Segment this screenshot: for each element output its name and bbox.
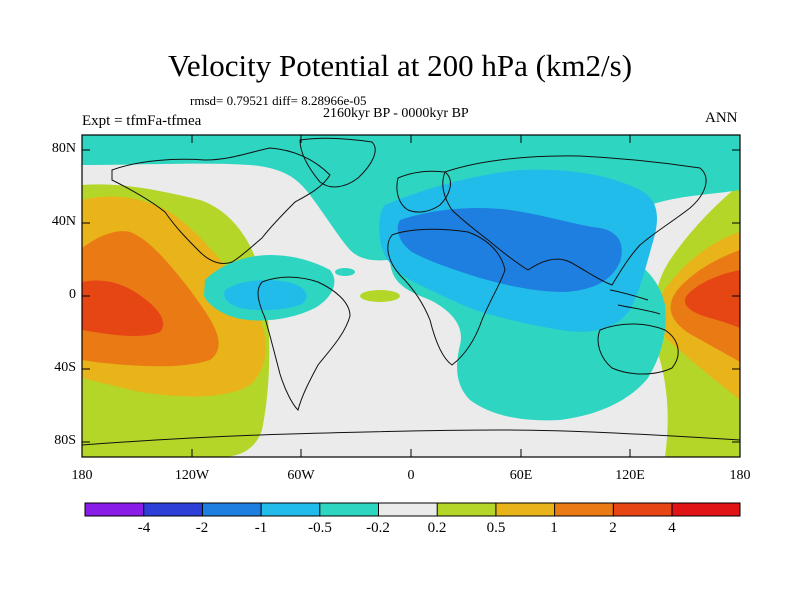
lat-label-40s: 40S (54, 360, 76, 375)
field-pos-right-red (684, 270, 740, 328)
season-label: ANN (705, 110, 738, 126)
colorbar-label: 1 (550, 520, 558, 536)
colorbar-label: -4 (137, 520, 151, 536)
colorbar-label: -0.2 (366, 520, 390, 536)
colorbar-segment (143, 503, 203, 516)
lat-ticks (82, 149, 740, 443)
lat-label-eq: 0 (69, 287, 76, 302)
colorbar-segment (672, 503, 740, 516)
colorbar-label: -2 (195, 520, 209, 536)
colorbar-label: 0.5 (486, 520, 506, 536)
field-pos-left-red (82, 280, 164, 336)
coast-asia (442, 155, 707, 286)
field-neg-asia-blue (397, 208, 622, 292)
lon-label-60w: 60W (287, 468, 315, 483)
colorbar-segment (613, 503, 672, 516)
coast-greenland (299, 137, 376, 188)
colorbar-segment (319, 503, 379, 516)
lat-label-40n: 40N (51, 214, 76, 229)
colorbar-label: 4 (668, 520, 676, 536)
colorbar-label: 0.2 (427, 520, 447, 536)
coast-maritime-continent (609, 289, 661, 315)
lon-label-120e: 120E (615, 468, 645, 483)
coast-australia (597, 323, 679, 375)
colorbar-segment (437, 503, 496, 516)
coast-europe (396, 170, 451, 213)
colorbar-label: -1 (254, 520, 268, 536)
colorbar-label: -0.5 (308, 520, 332, 536)
lon-label-180w: 180 (71, 468, 93, 483)
experiment-label: Expt = tfmFa-tfmea (82, 113, 202, 129)
lon-label-60e: 60E (509, 468, 533, 483)
map-field (82, 135, 740, 457)
coast-north-america (111, 147, 331, 265)
stats-text: rmsd= 0.79521 diff= 8.28966e-05 (190, 93, 367, 108)
colorbar-segment (554, 503, 614, 516)
colorbar-segment (495, 503, 555, 516)
coast-antarctica (82, 429, 740, 446)
colorbar-label: 2 (609, 520, 617, 536)
period-text: 2160kyr BP - 0000kyr BP (323, 106, 469, 121)
colorbar (84, 502, 741, 517)
lon-label-0: 0 (407, 468, 415, 483)
lon-ticks (191, 135, 631, 457)
coast-africa (387, 228, 506, 366)
lon-label-180e: 180 (729, 468, 751, 483)
colorbar-segment (261, 503, 320, 516)
coastlines (82, 137, 740, 446)
plot-title: Velocity Potential at 200 hPa (km2/s) (167, 48, 633, 83)
field-neg-carib-sky (224, 280, 307, 311)
lon-label-120w: 120W (174, 468, 210, 483)
lat-label-80n: 80N (51, 141, 76, 156)
colorbar-segment (378, 503, 438, 516)
colorbar-segment (202, 503, 262, 516)
field-neg-atlantic-teal (335, 268, 355, 276)
field-pos-atlantic-lime (360, 290, 400, 302)
lat-label-80s: 80S (54, 433, 76, 448)
colorbar-segment (85, 503, 144, 516)
coast-south-america (257, 276, 351, 411)
